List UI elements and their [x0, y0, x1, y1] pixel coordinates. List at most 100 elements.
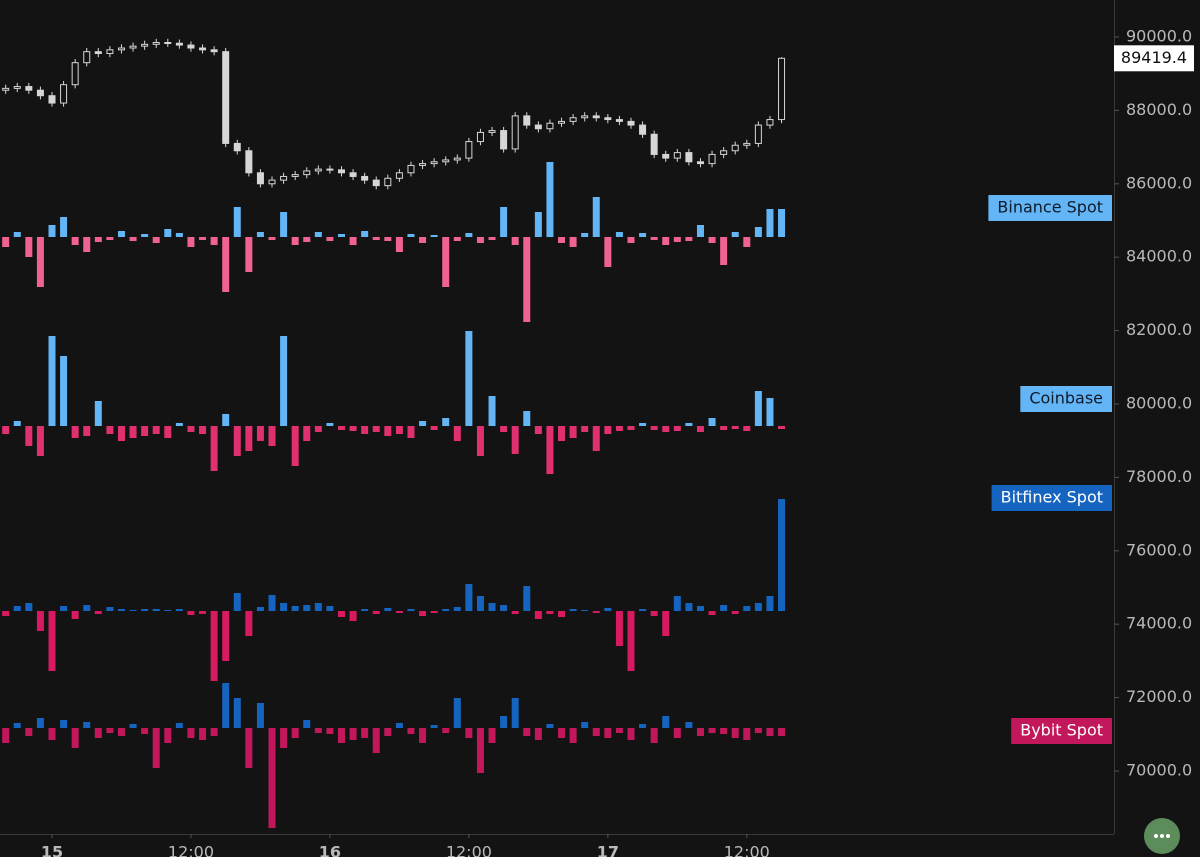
- bar: [164, 610, 172, 611]
- bar: [743, 237, 751, 247]
- candle-body: [453, 157, 461, 161]
- candle-body: [731, 144, 739, 152]
- bar: [268, 237, 276, 240]
- bar: [303, 426, 311, 441]
- bar: [581, 722, 589, 728]
- bar: [673, 237, 681, 242]
- y-tick-label: 82000.0: [1126, 320, 1192, 339]
- bar: [488, 728, 496, 743]
- bar: [743, 728, 751, 740]
- bar: [361, 231, 369, 237]
- bar: [129, 610, 137, 611]
- candle-body: [662, 153, 670, 159]
- candle-body: [83, 51, 91, 64]
- bar: [511, 611, 519, 614]
- bar: [592, 611, 600, 613]
- candle-body: [291, 174, 299, 177]
- flow-bars: [2, 331, 786, 474]
- bar: [407, 728, 415, 734]
- bar: [187, 237, 195, 247]
- candle-body: [94, 51, 102, 55]
- candle-body: [407, 164, 415, 174]
- bar: [720, 728, 728, 734]
- bar: [465, 728, 473, 738]
- bar: [731, 426, 739, 429]
- bar: [303, 720, 311, 728]
- bar: [569, 237, 577, 247]
- flow-bars: [2, 162, 786, 322]
- x-tick-label: 12:00: [168, 843, 214, 857]
- bar: [129, 426, 137, 438]
- bar: [175, 423, 183, 426]
- candle-body: [268, 179, 276, 185]
- bar: [407, 426, 415, 438]
- bar: [534, 426, 542, 434]
- bar: [685, 603, 693, 611]
- bar: [592, 197, 600, 237]
- bar: [222, 683, 230, 728]
- bar: [13, 606, 21, 611]
- bar: [419, 237, 427, 243]
- bar: [60, 356, 68, 426]
- bar: [708, 418, 716, 426]
- bar: [511, 426, 519, 454]
- candle-body: [546, 122, 554, 130]
- candle-body: [152, 41, 160, 45]
- menu-dot: [1154, 834, 1158, 838]
- menu-dot: [1166, 834, 1170, 838]
- bar: [500, 207, 508, 237]
- bar: [708, 611, 716, 615]
- bar: [569, 609, 577, 611]
- candle-body: [511, 115, 519, 150]
- bar: [615, 232, 623, 237]
- bar: [117, 609, 125, 611]
- bar: [500, 426, 508, 432]
- candle-body: [395, 172, 403, 179]
- bar: [430, 611, 438, 613]
- bar: [720, 237, 728, 265]
- bar: [233, 426, 241, 456]
- bar: [372, 611, 380, 614]
- bar: [430, 235, 438, 237]
- bar: [25, 426, 33, 446]
- bar: [778, 209, 786, 237]
- candle-body: [604, 117, 612, 121]
- bar: [650, 237, 658, 240]
- bar: [337, 611, 345, 617]
- bar: [117, 728, 125, 736]
- candle-body: [430, 161, 438, 165]
- candle-body: [419, 163, 427, 166]
- candle-body: [500, 130, 508, 150]
- bar: [222, 414, 230, 426]
- candle-body: [639, 124, 647, 135]
- bar: [720, 605, 728, 611]
- bar: [476, 237, 484, 243]
- bar: [662, 237, 670, 245]
- bar: [268, 595, 276, 611]
- bar: [303, 237, 311, 242]
- bar: [708, 728, 716, 733]
- bar: [523, 237, 531, 322]
- bar: [25, 728, 33, 736]
- y-tick-label: 78000.0: [1126, 467, 1192, 486]
- bar: [314, 728, 322, 733]
- bar: [685, 423, 693, 426]
- bar: [71, 426, 79, 438]
- bar: [280, 728, 288, 748]
- bar: [256, 703, 264, 728]
- bar: [766, 398, 774, 426]
- bar: [639, 724, 647, 728]
- candle-body: [13, 86, 21, 89]
- bar: [117, 231, 125, 237]
- bar: [71, 237, 79, 245]
- bar: [488, 237, 496, 240]
- bar: [476, 596, 484, 611]
- bar: [673, 596, 681, 611]
- bar: [48, 611, 56, 671]
- bar: [754, 227, 762, 237]
- menu-button[interactable]: [1144, 818, 1180, 854]
- bar: [419, 728, 427, 743]
- bar: [152, 426, 160, 434]
- bar: [60, 606, 68, 611]
- candle-body: [233, 142, 241, 152]
